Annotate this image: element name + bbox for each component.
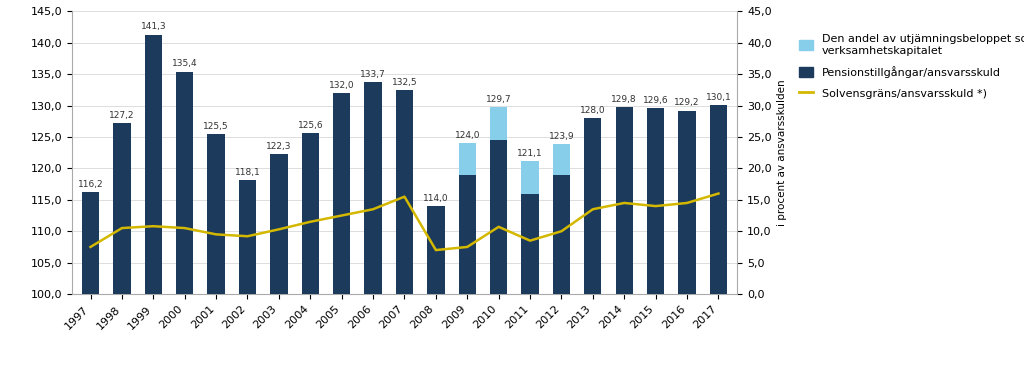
Text: 129,2: 129,2 [674,98,699,107]
Bar [459,175,476,294]
Legend: Den andel av utjämningsbeloppet som ska jämställas m
verksamhetskapitalet, Pensi: Den andel av utjämningsbeloppet som ska … [796,31,1024,102]
Text: 133,7: 133,7 [360,70,386,79]
Bar [427,206,444,294]
Text: 114,0: 114,0 [423,194,449,203]
Text: 128,0: 128,0 [580,106,605,115]
Text: 129,8: 129,8 [611,95,637,104]
Bar [333,93,350,294]
Text: 125,6: 125,6 [298,121,324,130]
Bar [176,72,194,294]
Text: 123,9: 123,9 [549,132,574,141]
Text: 116,2: 116,2 [78,180,103,189]
Bar [647,108,665,294]
Bar [521,193,539,294]
Bar [302,133,318,294]
Bar [239,180,256,294]
Text: 127,2: 127,2 [110,111,135,120]
Bar [521,161,539,193]
Text: 121,1: 121,1 [517,149,543,158]
Bar [553,144,570,175]
Bar [679,110,695,294]
Bar [144,35,162,294]
Text: 124,0: 124,0 [455,131,480,140]
Bar [615,107,633,294]
Text: 125,5: 125,5 [204,122,229,131]
Text: 132,0: 132,0 [329,81,354,90]
Text: 130,1: 130,1 [706,93,731,102]
Bar [585,118,601,294]
Bar [459,143,476,175]
Text: 118,1: 118,1 [234,168,260,177]
Bar [396,90,413,294]
Bar [365,82,382,294]
Text: 122,3: 122,3 [266,142,292,151]
Bar [553,175,570,294]
Bar [114,123,130,294]
Bar [710,105,727,294]
Bar [208,134,224,294]
Bar [82,192,99,294]
Text: 129,6: 129,6 [643,96,669,105]
Text: 129,7: 129,7 [485,95,511,104]
Text: 132,5: 132,5 [391,78,418,87]
Text: 135,4: 135,4 [172,60,198,69]
Bar [270,154,288,294]
Text: 141,3: 141,3 [140,22,166,31]
Bar [490,140,507,294]
Bar [490,107,507,140]
Y-axis label: i procent av ansvarsskulden: i procent av ansvarsskulden [777,80,787,226]
